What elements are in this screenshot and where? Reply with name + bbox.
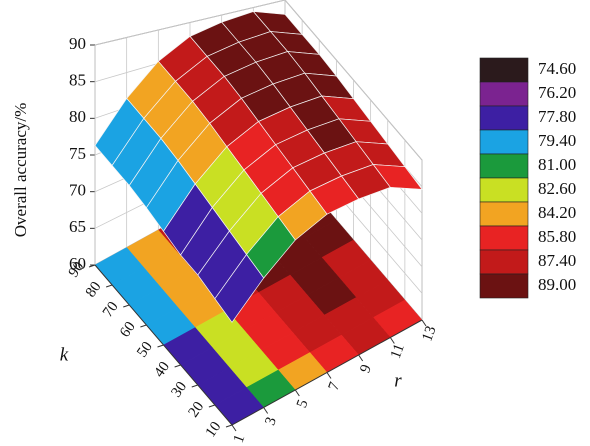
k-tick-label: 10 bbox=[203, 419, 225, 440]
k-tick bbox=[174, 364, 181, 368]
colorbar-label: 81.00 bbox=[538, 155, 576, 174]
k-tick-label: 60 bbox=[117, 319, 139, 340]
colorbar-swatch bbox=[479, 201, 529, 227]
axis-edge bbox=[94, 264, 423, 426]
k-tick bbox=[191, 384, 198, 388]
colorbar-label: 85.80 bbox=[538, 227, 576, 246]
k-tick-label: 70 bbox=[100, 299, 122, 320]
r-tick-label: 1 bbox=[231, 433, 249, 446]
z-tick-label: 60 bbox=[69, 254, 86, 273]
colorbar-swatch bbox=[479, 57, 529, 83]
k-tick bbox=[225, 424, 233, 428]
colorbar-swatch bbox=[479, 225, 529, 251]
k-tick bbox=[123, 304, 130, 308]
colorbar-label: 84.20 bbox=[538, 203, 576, 222]
z-tick-label: 80 bbox=[69, 107, 86, 126]
z-tick-label: 65 bbox=[69, 217, 86, 236]
r-tick-label: 5 bbox=[294, 398, 312, 411]
k-tick-label: 50 bbox=[134, 339, 156, 360]
r-tick-label: 7 bbox=[326, 380, 344, 393]
k-tick bbox=[105, 284, 113, 288]
k-tick bbox=[88, 264, 96, 268]
z-axis-label: Overall accuracy/% bbox=[11, 103, 30, 238]
r-tick bbox=[263, 407, 269, 414]
r-tick-label: 13 bbox=[419, 324, 439, 344]
k-tick-label: 20 bbox=[186, 399, 208, 420]
r-tick bbox=[231, 424, 237, 432]
colorbar-swatch bbox=[479, 177, 529, 203]
colorbar-swatch bbox=[479, 81, 529, 107]
colorbar-swatch bbox=[479, 249, 529, 275]
r-tick bbox=[326, 372, 332, 379]
k-axis-label: k bbox=[60, 344, 69, 365]
k-tick bbox=[208, 404, 216, 408]
k-tick-label: 40 bbox=[151, 359, 173, 380]
z-tick-label: 75 bbox=[69, 144, 86, 163]
colorbar-label: 82.60 bbox=[538, 179, 576, 198]
r-axis-label: r bbox=[394, 370, 402, 391]
k-tick bbox=[157, 344, 164, 348]
surface-cell bbox=[214, 253, 265, 323]
k-tick bbox=[140, 324, 147, 328]
colorbar-swatch bbox=[479, 153, 529, 179]
colorbar-label: 76.20 bbox=[538, 83, 576, 102]
colorbar-label: 79.40 bbox=[538, 131, 576, 150]
colorbar-label: 89.00 bbox=[538, 275, 576, 294]
colorbar-swatch bbox=[479, 273, 529, 299]
colorbar-label: 87.40 bbox=[538, 251, 576, 270]
k-tick-label: 80 bbox=[83, 279, 105, 300]
r-tick-label: 11 bbox=[388, 342, 408, 361]
r-tick bbox=[389, 337, 395, 344]
z-tick-label: 90 bbox=[69, 34, 86, 53]
r-tick-label: 9 bbox=[357, 363, 375, 376]
colorbar-swatch bbox=[479, 105, 529, 131]
r-tick bbox=[358, 354, 364, 362]
colorbar-label: 74.60 bbox=[538, 59, 576, 78]
colorbar-swatch bbox=[479, 129, 529, 155]
z-tick-label: 85 bbox=[69, 71, 86, 90]
r-tick bbox=[294, 389, 300, 397]
z-tick-label: 70 bbox=[69, 181, 86, 200]
r-tick bbox=[421, 319, 427, 327]
k-tick-label: 30 bbox=[168, 379, 190, 400]
r-tick-label: 3 bbox=[262, 415, 280, 428]
colorbar-label: 77.80 bbox=[538, 107, 576, 126]
